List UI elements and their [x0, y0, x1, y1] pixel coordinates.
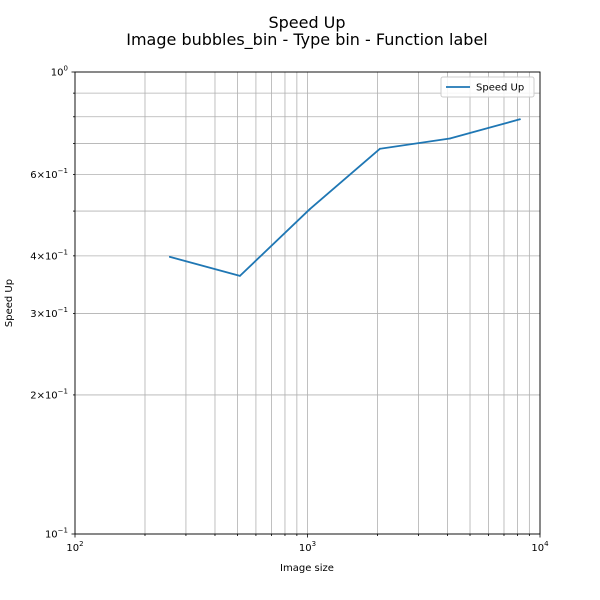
chart-subtitle: Image bubbles_bin - Type bin - Function … [126, 30, 487, 50]
y-tick-label: 4×10−1 [30, 248, 68, 262]
data-point [239, 274, 241, 277]
y-tick-label: 2×10−1 [30, 387, 68, 401]
grid [74, 71, 541, 535]
data-point [169, 255, 171, 258]
series-layer [169, 118, 521, 277]
y-tick-label: 6×10−1 [30, 167, 68, 181]
legend-box [440, 76, 535, 98]
ticks: 102 103 104 10−1 2×10−1 3×10−1 4×10−1 6×10−1 100 [30, 65, 549, 555]
data-point [448, 137, 451, 140]
y-tick-label: 3×10−1 [30, 306, 68, 320]
chart-title: Speed Up [268, 13, 345, 32]
data-point [518, 118, 521, 121]
y-tick-label: 10−1 [45, 527, 68, 541]
x-axis-label: Image size [280, 563, 334, 574]
x-tick-label: 103 [299, 540, 316, 554]
data-point [378, 147, 381, 150]
series-line-0 [169, 118, 521, 277]
y-axis-label: Speed Up [4, 279, 15, 327]
legend-label-speed-up: Speed Up [476, 83, 524, 94]
legend: Speed Up [440, 76, 535, 98]
x-tick-label: 104 [531, 540, 549, 554]
data-point [308, 208, 311, 210]
x-tick-label: 102 [66, 540, 83, 554]
y-tick-label: 100 [51, 65, 68, 79]
